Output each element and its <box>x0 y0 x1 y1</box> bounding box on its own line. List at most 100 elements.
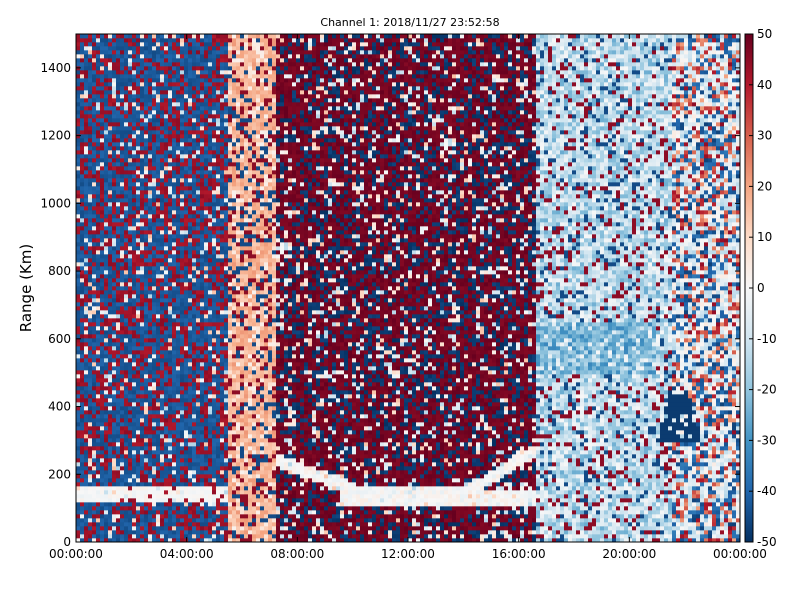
heatmap-cell <box>104 398 109 403</box>
heatmap-cell <box>124 182 129 187</box>
heatmap-cell <box>148 222 153 227</box>
heatmap-cell <box>164 102 169 107</box>
heatmap-cell <box>136 282 141 287</box>
heatmap-cell <box>144 266 149 271</box>
heatmap-cell <box>100 98 105 103</box>
heatmap-cell <box>120 226 125 231</box>
heatmap-cell <box>156 366 161 371</box>
heatmap-cell <box>140 426 145 431</box>
heatmap-cell <box>116 382 121 387</box>
heatmap-cell <box>200 450 205 455</box>
heatmap-cell <box>188 110 193 115</box>
heatmap-cell <box>152 306 157 311</box>
heatmap-cell <box>228 242 233 247</box>
heatmap-cell <box>228 494 233 499</box>
heatmap-cell <box>176 398 181 403</box>
heatmap-cell <box>140 410 145 415</box>
heatmap-cell <box>116 98 121 103</box>
heatmap-cell <box>180 306 185 311</box>
heatmap-cell <box>156 162 161 167</box>
heatmap-cell <box>224 450 229 455</box>
heatmap-cell <box>204 322 209 327</box>
heatmap-cell <box>168 218 173 223</box>
heatmap-cell <box>180 530 185 535</box>
heatmap-cell <box>212 142 217 147</box>
heatmap-cell <box>112 98 117 103</box>
heatmap-cell <box>76 86 81 91</box>
heatmap-cell <box>92 338 97 343</box>
heatmap-cell <box>80 62 85 67</box>
heatmap-cell <box>212 390 217 395</box>
heatmap-cell <box>76 314 81 319</box>
heatmap-cell <box>176 202 181 207</box>
heatmap-cell <box>160 34 165 39</box>
heatmap-cell <box>208 262 213 267</box>
heatmap-cell <box>84 46 89 51</box>
heatmap-cell <box>124 98 129 103</box>
heatmap-cell <box>112 138 117 143</box>
heatmap-cell <box>188 130 193 135</box>
heatmap-cell <box>112 50 117 55</box>
heatmap-cell <box>144 526 149 531</box>
heatmap-cell <box>208 314 213 319</box>
heatmap-cell <box>216 518 221 523</box>
heatmap-cell <box>76 518 81 523</box>
heatmap-cell <box>84 226 89 231</box>
heatmap-cell <box>96 474 101 479</box>
heatmap-cell <box>112 154 117 159</box>
heatmap-cell <box>88 306 93 311</box>
heatmap-cell <box>96 262 101 267</box>
heatmap-cell <box>160 390 165 395</box>
heatmap-cell <box>172 154 177 159</box>
heatmap-cell <box>76 374 81 379</box>
heatmap-cell <box>152 194 157 199</box>
heatmap-cell <box>92 46 97 51</box>
heatmap-cell <box>144 478 149 483</box>
heatmap-cell <box>212 42 217 47</box>
heatmap-cell <box>196 282 201 287</box>
heatmap-cell <box>184 382 189 387</box>
heatmap-cell <box>216 526 221 531</box>
heatmap-cell <box>192 222 197 227</box>
heatmap-cell <box>172 194 177 199</box>
heatmap-cell <box>104 238 109 243</box>
heatmap-cell <box>148 366 153 371</box>
heatmap-cell <box>148 134 153 139</box>
heatmap-cell <box>152 282 157 287</box>
heatmap-cell <box>128 474 133 479</box>
heatmap-cell <box>76 54 81 59</box>
heatmap-cell <box>192 482 197 487</box>
heatmap-cell <box>172 442 177 447</box>
heatmap-cell <box>228 478 233 483</box>
heatmap-cell <box>96 530 101 535</box>
heatmap-cell <box>84 394 89 399</box>
heatmap-cell <box>216 374 221 379</box>
heatmap-cell <box>88 514 93 519</box>
heatmap-cell <box>160 98 165 103</box>
heatmap-cell <box>152 426 157 431</box>
heatmap-cell <box>100 122 105 127</box>
heatmap-cell <box>192 122 197 127</box>
heatmap-cell <box>104 302 109 307</box>
heatmap-cell <box>200 358 205 363</box>
heatmap-cell <box>204 190 209 195</box>
heatmap-cell <box>120 426 125 431</box>
heatmap-cell <box>140 470 145 475</box>
heatmap-cell <box>108 222 113 227</box>
heatmap-cell <box>156 102 161 107</box>
heatmap-cell <box>156 518 161 523</box>
heatmap-cell <box>160 462 165 467</box>
heatmap-cell <box>152 514 157 519</box>
heatmap-cell <box>112 458 117 463</box>
heatmap-cell <box>92 538 97 543</box>
heatmap-cell <box>144 162 149 167</box>
heatmap-cell <box>116 286 121 291</box>
heatmap-cell <box>220 190 225 195</box>
heatmap-cell <box>168 426 173 431</box>
heatmap-cell <box>164 358 169 363</box>
heatmap-cell <box>200 362 205 367</box>
heatmap-cell <box>176 70 181 75</box>
heatmap-cell <box>224 270 229 275</box>
heatmap-cell <box>92 490 97 495</box>
heatmap-cell <box>228 230 233 235</box>
